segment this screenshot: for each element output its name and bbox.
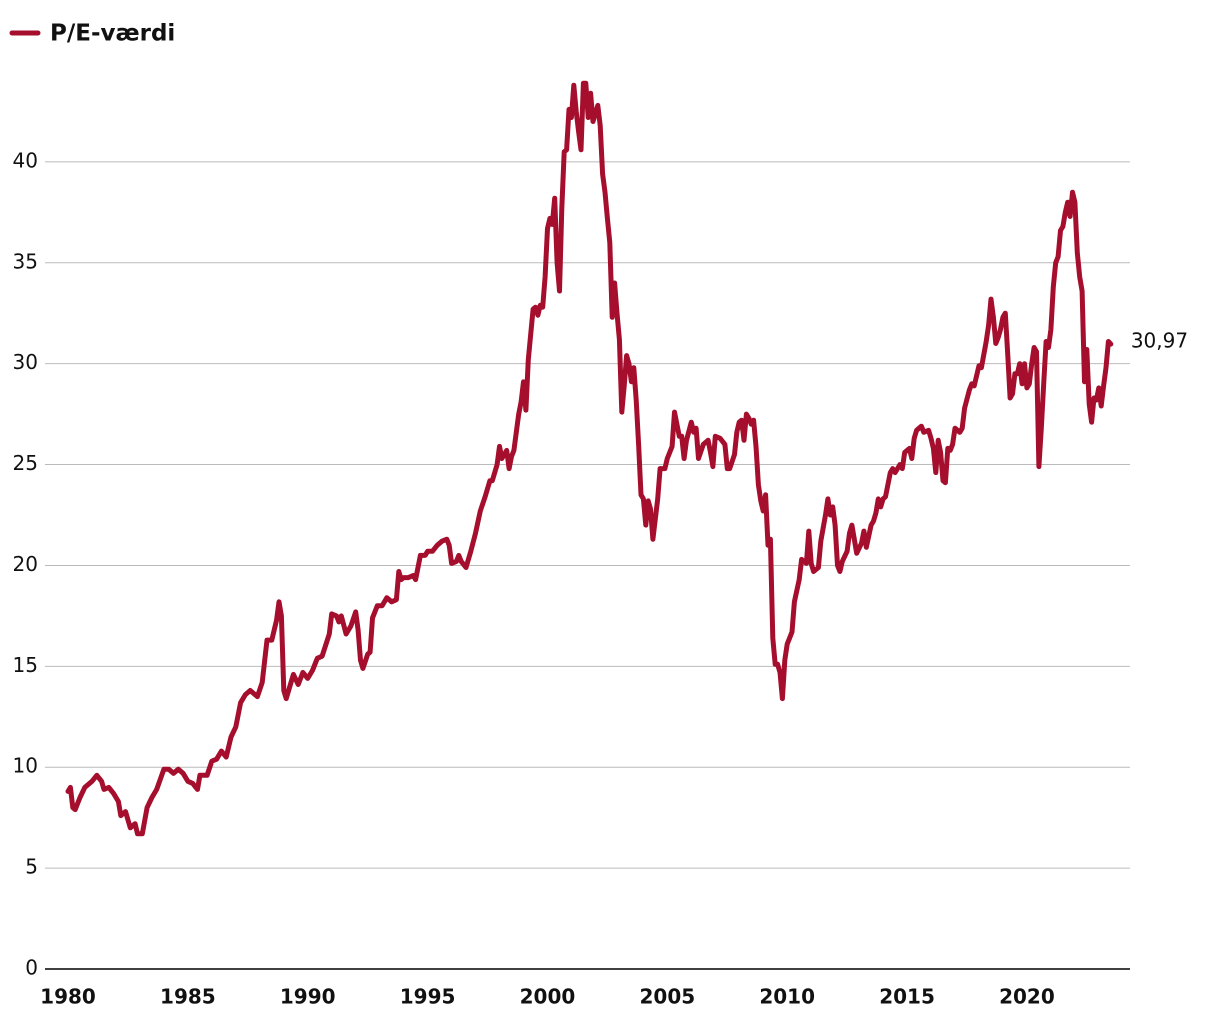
y-tick-label: 10 [13, 754, 38, 778]
x-tick-label: 2005 [639, 985, 695, 1009]
line [65, 80, 1114, 837]
x-tick-label: 1980 [40, 985, 96, 1009]
y-tick-label: 25 [13, 451, 38, 475]
annotation: 30,97 [1131, 329, 1188, 353]
x-tick-label: 1985 [160, 985, 216, 1009]
y-tick-label: 20 [13, 552, 38, 576]
legend-label: P/E-værdi [50, 21, 175, 47]
y-tick-label: 40 [13, 148, 38, 172]
x-tick-label: 2020 [999, 985, 1055, 1009]
x-tick-label: 1995 [400, 985, 456, 1009]
x-tick-label: 2015 [879, 985, 935, 1009]
y-tick-label: 15 [13, 653, 38, 677]
y-tick-label: 0 [25, 956, 38, 980]
y-tick-label: 35 [13, 249, 38, 273]
x-tick-label: 1990 [280, 985, 336, 1009]
x-tick-label: 2010 [759, 985, 815, 1009]
y-tick-label: 30 [13, 350, 38, 374]
y-tick-label: 5 [25, 855, 38, 879]
x-tick-label: 2000 [520, 985, 576, 1009]
